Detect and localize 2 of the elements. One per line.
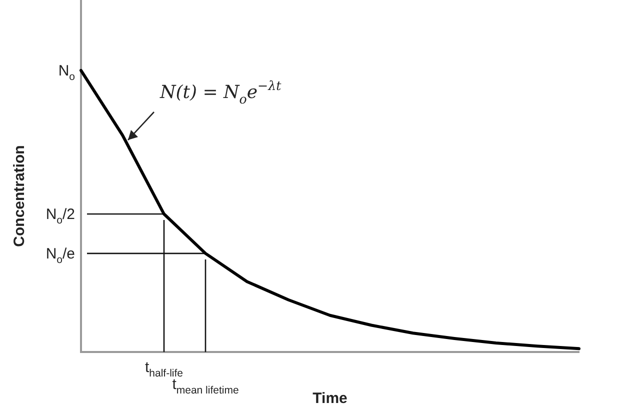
x-axis-title: Time bbox=[312, 390, 348, 407]
y-axis-title: Concentration bbox=[11, 145, 28, 247]
